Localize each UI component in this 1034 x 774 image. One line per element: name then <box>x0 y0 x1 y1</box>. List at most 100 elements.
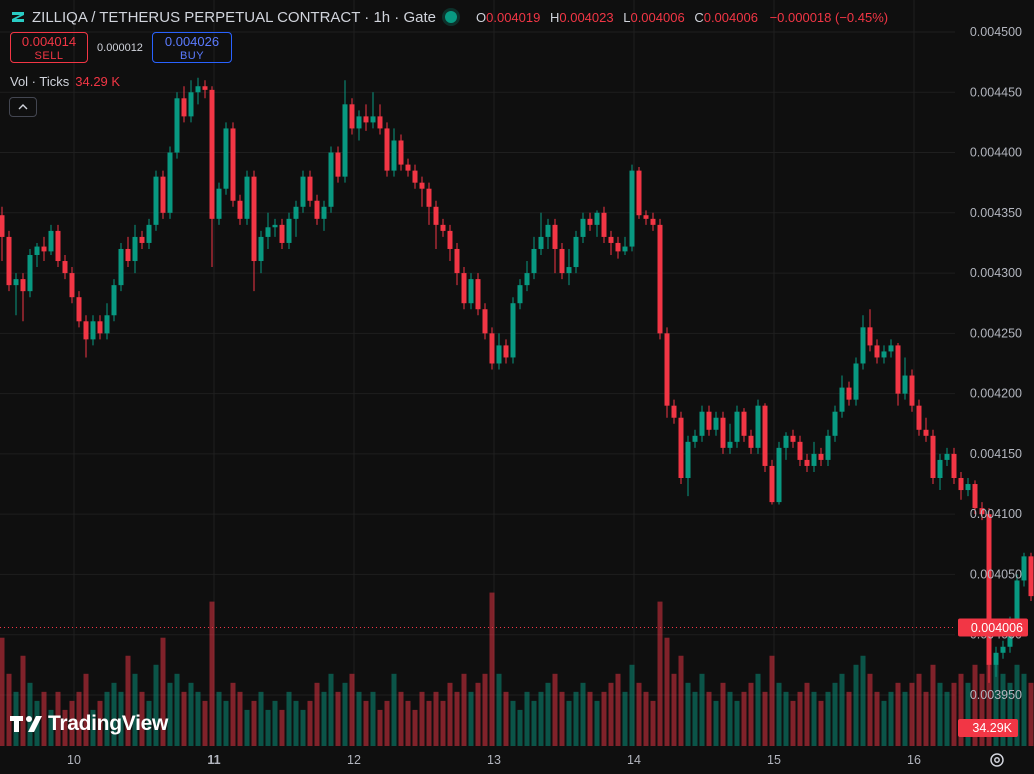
price-tick-label: 0.003950 <box>970 688 1022 702</box>
candle-body <box>713 417 719 430</box>
volume-bars <box>0 583 1034 746</box>
price-axis[interactable]: 0.004500 0.004450 0.004400 0.004350 0.004300… <box>970 25 1022 702</box>
price-tick-label: 0.004450 <box>970 85 1022 99</box>
candle-body <box>832 411 838 436</box>
candle-body <box>755 405 761 448</box>
candle-body <box>265 227 271 237</box>
candle-body <box>314 200 320 219</box>
symbol-title[interactable]: ZILLIQA / TETHERUS PERPETUAL CONTRACT · … <box>32 8 436 26</box>
buy-label: BUY <box>179 50 205 62</box>
volume-bar <box>468 691 474 746</box>
volume-bar <box>188 682 194 746</box>
volume-bar <box>720 682 726 746</box>
candle-body <box>1021 556 1027 581</box>
candle-body <box>13 279 19 286</box>
price-tick-label: 0.004300 <box>970 266 1022 280</box>
candle-body <box>363 116 369 123</box>
volume-bar <box>776 682 782 746</box>
candle-body <box>1014 580 1020 623</box>
volume-bar <box>615 673 621 746</box>
volume-bar <box>6 673 12 746</box>
candle-body <box>433 206 439 225</box>
volume-bar <box>685 682 691 746</box>
price-tick-label: 0.004500 <box>970 25 1022 39</box>
volume-bar <box>454 691 460 746</box>
volume-bar <box>839 673 845 746</box>
volume-bar <box>853 664 859 746</box>
candle-body <box>538 236 544 249</box>
volume-bar <box>881 700 887 746</box>
candle-body <box>76 297 82 322</box>
ohlc-low-key: L <box>623 9 631 25</box>
volume-bar <box>426 700 432 746</box>
time-tick-label: 10 <box>67 753 81 767</box>
volume-bar <box>461 673 467 746</box>
volume-bar <box>678 655 684 746</box>
volume-bar <box>692 691 698 746</box>
volume-legend[interactable]: Vol · Ticks 34.29 K <box>10 74 120 89</box>
candle-body <box>685 441 691 478</box>
candle-body <box>482 309 488 334</box>
candle-body <box>790 435 796 442</box>
volume-bar <box>1000 673 1006 746</box>
time-axis[interactable]: 10 11 12 13 14 15 16 <box>67 753 921 767</box>
sell-label: SELL <box>34 50 64 62</box>
volume-bar <box>202 700 208 746</box>
volume-value-badge <box>958 719 1018 737</box>
candle-body <box>335 152 341 177</box>
candle-body <box>811 453 817 466</box>
volume-bar <box>153 664 159 746</box>
chevron-up-icon <box>18 104 28 110</box>
volume-bar <box>629 664 635 746</box>
current-price-label: 0.004006 <box>971 621 1023 635</box>
volume-bar <box>748 682 754 746</box>
volume-bar <box>279 709 285 746</box>
volume-bar <box>335 691 341 746</box>
candle-body <box>867 327 873 346</box>
volume-bar <box>993 655 999 746</box>
market-status-icon[interactable] <box>445 11 457 23</box>
candle-body <box>48 230 54 252</box>
candle-body <box>797 441 803 460</box>
candle-body <box>1028 556 1034 597</box>
volume-bar <box>272 700 278 746</box>
volume-bar <box>412 709 418 746</box>
candle-body <box>181 98 187 117</box>
volume-bar <box>811 691 817 746</box>
candle-body <box>370 116 376 123</box>
volume-bar <box>349 673 355 746</box>
volume-bar <box>888 691 894 746</box>
volume-bar <box>923 691 929 746</box>
candle-body <box>405 164 411 171</box>
volume-bar <box>181 691 187 746</box>
candle-body <box>118 248 124 286</box>
price-markers: 0.004006 34.29K <box>0 618 1028 737</box>
candle-body <box>601 212 607 237</box>
candle-body <box>188 92 194 117</box>
candle-body <box>160 176 166 213</box>
volume-bar <box>146 700 152 746</box>
tradingview-logo[interactable]: TradingView <box>10 712 168 736</box>
candle-body <box>398 140 404 165</box>
settings-icon[interactable] <box>988 751 1006 769</box>
ohlc-open-key: O <box>476 9 487 25</box>
volume-bar <box>818 700 824 746</box>
volume-bar <box>874 691 880 746</box>
volume-bar <box>510 700 516 746</box>
buy-button[interactable]: 0.004026 BUY <box>152 32 232 63</box>
candle-body <box>776 447 782 503</box>
volume-bar <box>902 691 908 746</box>
candle-body <box>664 333 670 406</box>
collapse-legend-button[interactable] <box>9 97 37 117</box>
volume-bar <box>601 691 607 746</box>
sell-button[interactable]: 0.004014 SELL <box>10 32 88 63</box>
volume-legend-value: 34.29 K <box>75 74 121 89</box>
volume-bar <box>440 700 446 746</box>
volume-bar <box>790 700 796 746</box>
candle-body <box>307 176 313 201</box>
volume-bar <box>398 691 404 746</box>
volume-bar <box>76 691 82 746</box>
candle-body <box>888 345 894 352</box>
volume-bar <box>216 691 222 746</box>
